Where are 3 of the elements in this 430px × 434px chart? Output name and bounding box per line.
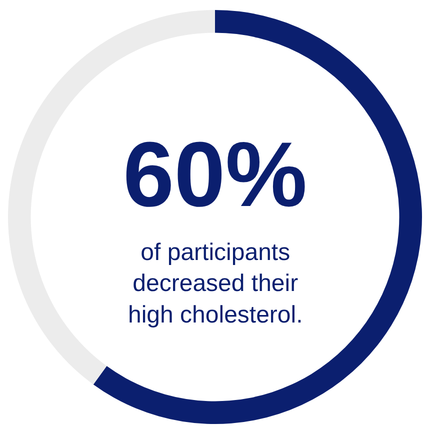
- text: 60%: [123, 124, 308, 226]
- text: of participants decreased their high cholesterol.: [128, 239, 303, 328]
- donut-slice: [93, 10, 422, 424]
